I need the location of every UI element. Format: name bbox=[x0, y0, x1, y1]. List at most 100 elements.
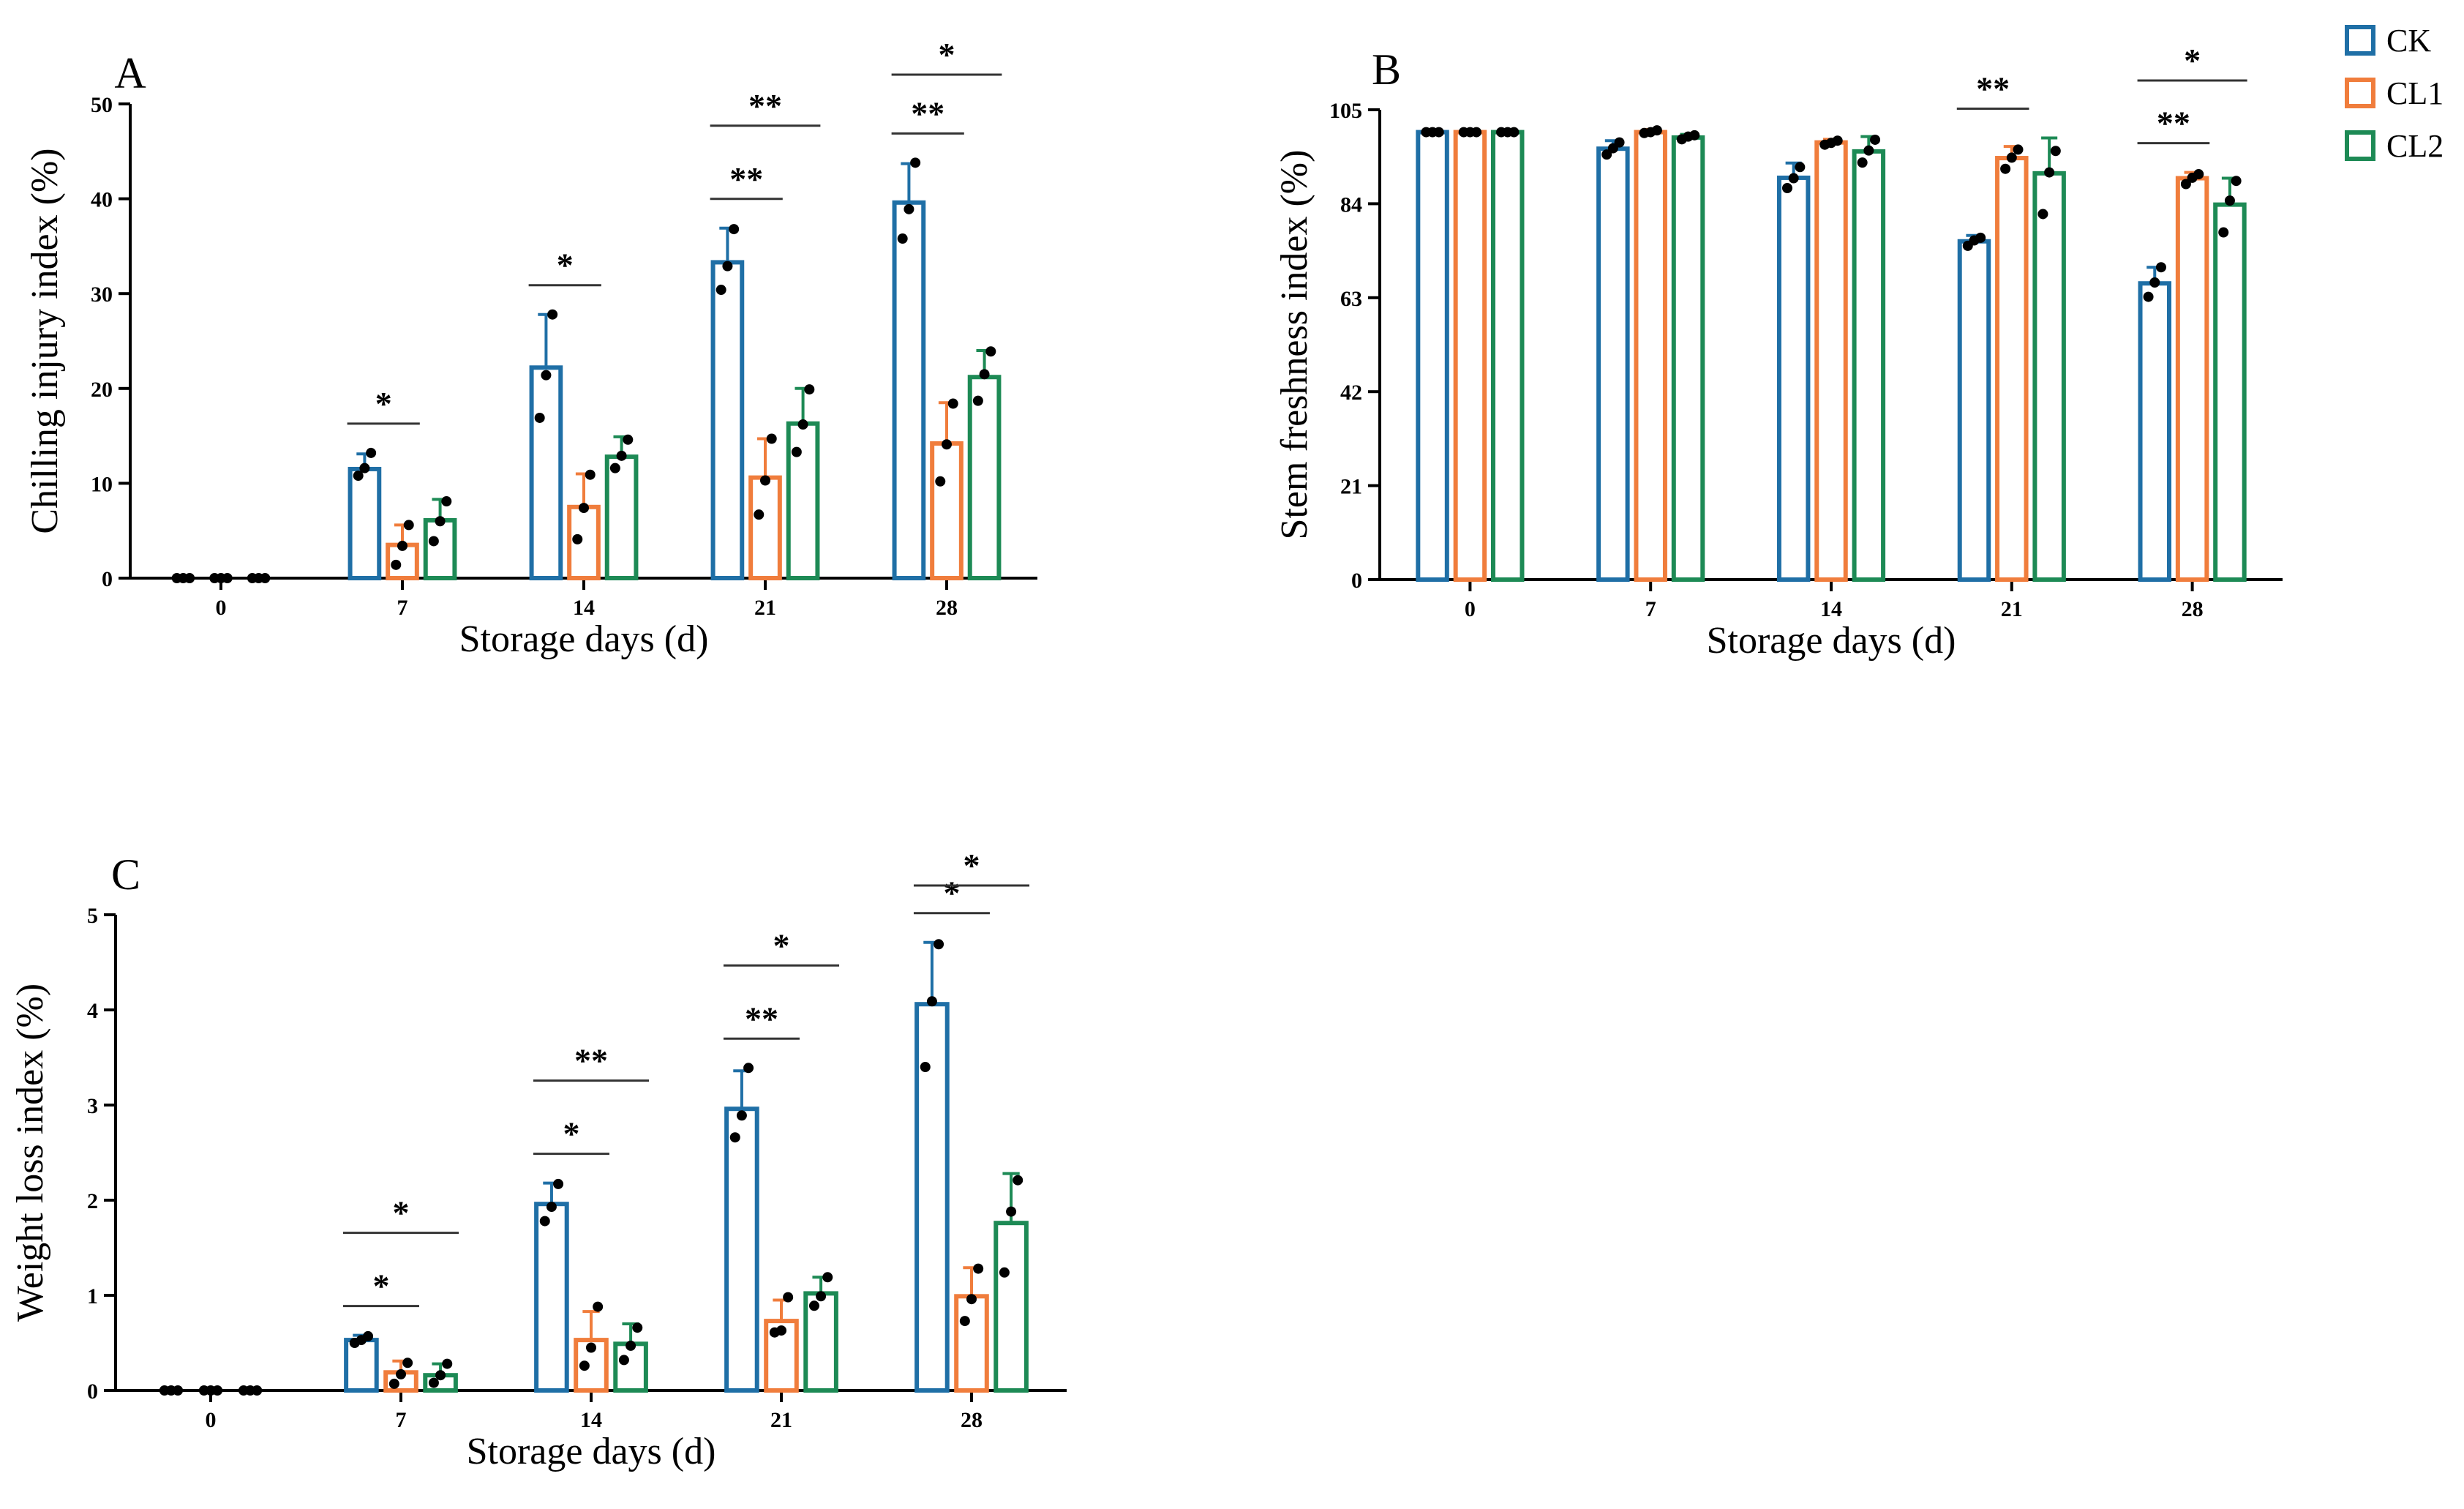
data-point bbox=[783, 1292, 794, 1303]
significance-label: ** bbox=[574, 1042, 608, 1079]
data-point bbox=[729, 224, 740, 235]
data-point bbox=[396, 1368, 406, 1379]
data-point bbox=[1006, 1206, 1017, 1217]
y-tick-label: 4 bbox=[87, 999, 98, 1023]
data-point bbox=[966, 1294, 977, 1305]
data-point bbox=[252, 1385, 263, 1396]
data-point bbox=[2155, 262, 2166, 273]
bar-cl2-day-28 bbox=[2213, 202, 2247, 582]
legend-swatch-cl1 bbox=[2345, 78, 2375, 108]
data-point bbox=[2050, 146, 2061, 157]
y-tick-label: 5 bbox=[87, 904, 98, 928]
chart-panel-c: C 0 1 2 3 4 5 0 7 14 21 28 Storage days (d) Weight lo… bbox=[10, 847, 1067, 1472]
x-tick-label: 14 bbox=[580, 1408, 602, 1432]
significance-label: * bbox=[943, 875, 960, 912]
data-point bbox=[760, 475, 770, 486]
significance-label: * bbox=[773, 926, 790, 964]
x-tick-label: 0 bbox=[216, 596, 227, 620]
data-point bbox=[366, 447, 377, 458]
significance-label: * bbox=[964, 847, 980, 884]
data-point bbox=[736, 1110, 747, 1121]
data-point bbox=[442, 1358, 453, 1369]
bar-cl2-day-14 bbox=[604, 454, 639, 580]
data-point bbox=[791, 446, 802, 457]
bar-ck-day-7 bbox=[1596, 146, 1630, 583]
significance-label: * bbox=[375, 385, 392, 422]
data-point bbox=[2149, 277, 2160, 288]
data-point bbox=[626, 1340, 636, 1351]
significance-label: ** bbox=[745, 1000, 778, 1037]
bar-cl1-day-14 bbox=[1814, 140, 1848, 583]
data-point bbox=[2193, 169, 2204, 180]
bar-cl2-day-21 bbox=[2032, 171, 2066, 582]
data-point bbox=[999, 1267, 1010, 1278]
bar-cl1-day-21 bbox=[1995, 156, 2029, 582]
data-point bbox=[2013, 144, 2024, 155]
data-point bbox=[2044, 167, 2055, 178]
data-point bbox=[403, 520, 414, 531]
data-point bbox=[534, 412, 545, 423]
bar-cl1-day-0 bbox=[1453, 130, 1487, 583]
data-point bbox=[397, 540, 407, 551]
bar-ck-day-14 bbox=[529, 365, 563, 580]
bar-cl1-day-28 bbox=[930, 441, 964, 581]
data-point bbox=[973, 1263, 984, 1274]
data-point bbox=[1788, 173, 1799, 184]
y-tick-label: 50 bbox=[91, 93, 113, 117]
data-point bbox=[2000, 163, 2011, 174]
data-point bbox=[729, 1132, 740, 1143]
data-point bbox=[808, 1300, 819, 1311]
data-point bbox=[1433, 127, 1444, 138]
data-point bbox=[593, 1301, 604, 1312]
chart-panel-a: A 0 10 20 30 40 50 0 7 14 21 28 Storage days (d) Chil… bbox=[24, 36, 1037, 660]
data-point bbox=[2143, 291, 2154, 302]
data-point bbox=[1863, 145, 1874, 156]
y-tick-label: 0 bbox=[1351, 569, 1362, 593]
data-point bbox=[616, 450, 627, 461]
data-point bbox=[222, 573, 233, 583]
bar-cl1-day-28 bbox=[954, 1294, 989, 1393]
bar-ck-day-28 bbox=[914, 1002, 950, 1393]
data-point bbox=[388, 1378, 399, 1389]
data-point bbox=[547, 309, 558, 320]
data-point bbox=[1651, 125, 1662, 136]
bar-ck-day-21 bbox=[1957, 239, 1991, 582]
data-point bbox=[1013, 1175, 1023, 1186]
data-point bbox=[1857, 157, 1868, 168]
data-point bbox=[579, 1360, 590, 1371]
bar-ck-day-21 bbox=[724, 1107, 759, 1393]
data-point bbox=[539, 1216, 550, 1227]
data-point bbox=[985, 346, 996, 357]
data-point bbox=[2006, 152, 2017, 163]
legend-swatch-cl2 bbox=[2345, 130, 2375, 161]
bar-ck-day-0 bbox=[1416, 130, 1449, 583]
x-tick-label: 0 bbox=[1465, 597, 1476, 621]
y-tick-label: 2 bbox=[87, 1189, 98, 1213]
bar-ck-day-14 bbox=[534, 1202, 569, 1393]
data-point bbox=[586, 1342, 596, 1353]
y-tick-label: 0 bbox=[87, 1379, 98, 1404]
data-point bbox=[2180, 179, 2191, 190]
data-point bbox=[632, 1322, 643, 1333]
data-point bbox=[2218, 227, 2229, 238]
data-point bbox=[754, 509, 765, 520]
legend-label-ck: CK bbox=[2386, 23, 2431, 59]
data-point bbox=[926, 996, 937, 1007]
bar-cl2-day-7 bbox=[423, 517, 457, 580]
x-tick-label: 7 bbox=[1645, 597, 1656, 621]
data-point bbox=[920, 1062, 931, 1072]
data-point bbox=[546, 1202, 557, 1213]
data-point bbox=[904, 203, 914, 214]
data-point bbox=[1870, 134, 1881, 145]
bar-cl1-day-7 bbox=[1634, 130, 1667, 583]
x-tick-label: 14 bbox=[573, 596, 595, 620]
data-point bbox=[1832, 135, 1843, 146]
significance-label: ** bbox=[2157, 105, 2190, 142]
data-point bbox=[2231, 176, 2242, 187]
x-axis-title: Storage days (d) bbox=[1707, 620, 1956, 662]
data-point bbox=[435, 516, 446, 527]
legend: CK CL1 CL2 bbox=[2345, 23, 2444, 164]
bar-ck-day-14 bbox=[1776, 175, 1811, 583]
data-point bbox=[579, 503, 589, 514]
